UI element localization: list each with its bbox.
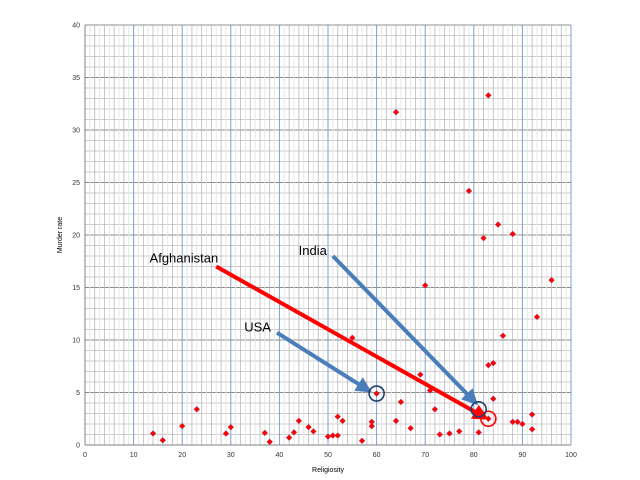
data-point [465,187,473,195]
data-point [475,429,482,436]
x-tick-label: 10 [130,452,138,459]
data-point [407,424,414,432]
data-point [358,437,366,445]
y-tick-label: 15 [72,285,80,292]
y-tick-label: 40 [72,23,80,30]
data-point [421,282,429,289]
annotation-arrow [331,254,478,406]
data-point [533,313,541,321]
data-point [485,92,492,99]
data-point [290,429,298,436]
tick-labels: 0 10 20 30 40 50 60 70 80 90 100 0 5 10 15 20 25 30 35 40 [72,23,577,460]
y-tick-label: 25 [72,180,80,187]
data-point [548,276,555,284]
annotation-label: India [299,243,328,258]
x-tick-label: 80 [470,452,478,459]
y-tick-label: 30 [72,128,80,135]
data-point [285,434,293,441]
data-point [509,418,516,426]
data-point [310,428,317,435]
data-point [485,361,492,369]
data-point [227,423,235,431]
data-point [261,429,269,437]
data-point [431,406,439,413]
x-axis-label: Religiosity [312,467,344,474]
data-point [514,418,521,426]
highlight-circle [470,400,487,418]
data-point [436,431,444,438]
data-point [159,436,167,444]
data-point [305,423,312,431]
data-point [499,332,507,340]
x-tick-label: 20 [178,452,186,459]
data-point [417,371,424,378]
data-point [334,413,342,420]
annotation-label: Afghanistan [150,251,219,266]
grid [84,24,572,446]
data-point [178,422,186,430]
data-point [373,390,380,397]
data-point [368,422,376,430]
x-tick-label: 60 [373,452,381,459]
data-point [455,428,463,435]
y-tick-label: 0 [76,443,80,450]
data-point [519,420,526,428]
data-point [446,430,453,437]
data-point [392,417,400,425]
data-point [295,417,303,425]
data-point [193,406,201,413]
data-point [334,432,342,439]
annotation-arrow [215,264,489,420]
x-tick-label: 70 [421,452,429,459]
y-axis-label: Murder rate [57,217,64,253]
data-point [329,432,337,439]
data-point [222,430,230,437]
data-point [489,395,497,403]
x-tick-label: 30 [227,452,235,459]
data-points [149,92,555,446]
data-point [149,430,157,437]
annotation-label: USA [244,320,271,335]
y-tick-label: 20 [72,233,80,240]
data-point [397,398,405,406]
data-point [485,415,492,423]
highlight-circle [480,410,497,428]
data-point [266,438,273,446]
annotation-arrow [275,330,372,393]
x-tick-label: 100 [565,452,577,459]
x-tick-label: 0 [83,452,87,459]
data-point [528,411,536,418]
data-point [494,221,502,228]
x-tick-label: 40 [276,452,284,459]
data-point [509,230,516,238]
data-point [480,234,487,242]
y-tick-label: 5 [76,390,80,397]
annotations: Afghanistan India USA [150,243,497,428]
data-point [392,108,400,116]
x-tick-label: 50 [324,452,332,459]
data-point [489,359,497,367]
x-tick-label: 90 [519,452,527,459]
y-tick-label: 10 [72,338,80,345]
y-tick-label: 35 [72,75,80,82]
data-point [339,417,346,425]
data-point [528,425,536,433]
highlight-circle [368,385,385,402]
